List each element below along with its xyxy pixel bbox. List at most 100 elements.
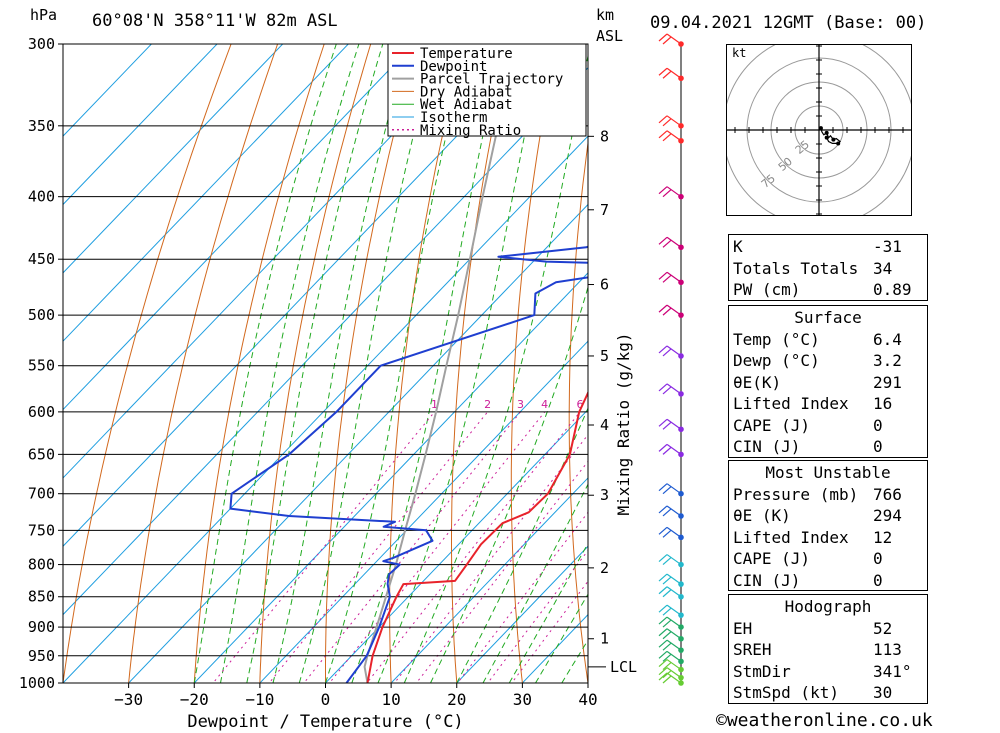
wind-barb-staff	[666, 604, 682, 616]
wind-barb-staff	[666, 672, 682, 684]
wind-barb	[658, 130, 682, 142]
wind-barb-flag	[658, 67, 668, 76]
wind-barb	[658, 186, 682, 198]
hodograph-point	[824, 130, 829, 135]
wind-barb-flag	[662, 631, 672, 640]
hodograph-stat-row: StmSpd (kt) 30	[729, 681, 927, 703]
lcl-label: LCL	[610, 658, 637, 676]
isotherm-line	[63, 44, 218, 206]
wind-barb-flag	[662, 662, 672, 671]
pressure-unit-label: hPa	[30, 6, 58, 24]
mixing-ratio-line	[328, 411, 546, 683]
surface-value: 0	[873, 415, 883, 435]
surface-value: 3.2	[873, 351, 902, 370]
wind-barb-staff	[666, 186, 682, 198]
y-tick-label: 800	[28, 556, 55, 574]
wind-barb-staff	[666, 345, 682, 357]
isotherm-line	[63, 44, 284, 274]
wind-barb-flag	[658, 659, 668, 668]
isotherm-line	[127, 203, 588, 683]
wind-barb-flag	[658, 483, 668, 492]
unstable-label: CIN (J)	[733, 570, 801, 590]
surface-label: Dewp (°C)	[733, 351, 820, 370]
index-row: Totals Totals 34	[729, 257, 927, 279]
surface-value: 0	[873, 437, 883, 456]
index-label: K	[733, 237, 743, 256]
wind-barb-flag	[658, 443, 668, 452]
wind-barb	[658, 554, 682, 566]
wind-barb	[658, 586, 682, 598]
wind-barb	[658, 271, 682, 283]
km-tick-label: 6	[600, 276, 609, 294]
surface-label: Temp (°C)	[733, 329, 820, 349]
wind-barb	[658, 115, 682, 127]
wind-barb-staff	[666, 33, 682, 45]
y-tick-label: 450	[28, 250, 55, 268]
wind-barb-staff	[666, 639, 682, 651]
datetime-label: 09.04.2021 12GMT (Base: 00)	[650, 13, 927, 33]
wind-barb	[658, 443, 682, 455]
wet-adiabat-line	[325, 44, 469, 683]
wind-barb-flag	[658, 418, 668, 427]
unstable-value: 12	[873, 527, 893, 547]
wind-barb-flag	[658, 667, 668, 676]
wind-barb-flag	[662, 446, 672, 455]
wind-barb-flag	[658, 526, 668, 535]
wind-barb	[658, 650, 682, 662]
legend-label: Mixing Ratio	[420, 123, 521, 139]
wind-barb	[658, 672, 682, 684]
legend-label: Isotherm	[420, 110, 487, 126]
x-tick-label: 20	[447, 690, 466, 709]
hodograph-point	[818, 126, 823, 131]
wind-barb-flag	[662, 557, 672, 566]
wind-barb-flag	[658, 345, 668, 354]
wind-barb-staff	[666, 554, 682, 566]
surface-row: Dewp (°C) 3.2	[729, 349, 927, 371]
km-tick-label: 2	[600, 559, 609, 577]
wet-adiabat-line	[351, 44, 505, 683]
wind-barb	[658, 67, 682, 79]
wind-barb	[658, 526, 682, 538]
wind-barb-flag	[662, 118, 672, 127]
surface-label: CAPE (J)	[733, 415, 811, 435]
wind-barb-staff	[666, 526, 682, 538]
wind-barb-flag	[658, 586, 668, 595]
surface-value: 16	[873, 394, 893, 413]
credit-link[interactable]: ©weatheronline.co.uk	[716, 710, 933, 731]
dry-adiabat-line	[259, 44, 372, 683]
index-label: Totals Totals	[733, 258, 859, 278]
wind-barb-flag	[662, 607, 672, 616]
wind-barb	[658, 383, 682, 395]
mixing-ratio-line	[511, 580, 588, 683]
wind-barb	[658, 483, 682, 495]
surface-row: CIN (J) 0	[729, 435, 927, 457]
wind-barb-flag	[658, 639, 668, 648]
unstable-row: θE (K) 294	[729, 504, 927, 526]
index-value: 34	[873, 258, 893, 278]
hodograph-stat-value: 341°	[873, 661, 912, 681]
wind-barb-flag	[662, 36, 672, 45]
surface-value: 6.4	[873, 329, 902, 349]
legend-label: Dewpoint	[420, 59, 487, 75]
wet-adiabat-line	[272, 44, 410, 683]
mixing-ratio-line	[393, 433, 588, 683]
wind-barb-flag	[658, 236, 668, 245]
wind-barb-flag	[662, 386, 672, 395]
wind-barb	[658, 573, 682, 585]
unstable-label: Lifted Index	[733, 527, 849, 547]
mixing-ratio-line	[366, 411, 581, 683]
km-tick-label: 3	[600, 486, 609, 504]
wind-barb-flag	[658, 33, 668, 42]
wind-barb-staff	[666, 505, 682, 517]
surface-label: CIN (J)	[733, 437, 801, 456]
wind-barb-staff	[666, 573, 682, 585]
wind-barb	[658, 304, 682, 316]
wind-barb-flag	[662, 421, 672, 430]
skewt-chart: 1234681015202530035040045050055060065070…	[19, 35, 637, 732]
wind-barb-flag	[662, 307, 672, 316]
hodograph-stat-label: StmDir	[733, 661, 791, 681]
wind-barb-flag	[658, 271, 668, 280]
km-tick-label: 4	[600, 416, 609, 434]
y-tick-label: 400	[28, 188, 55, 206]
wind-barb	[658, 604, 682, 616]
